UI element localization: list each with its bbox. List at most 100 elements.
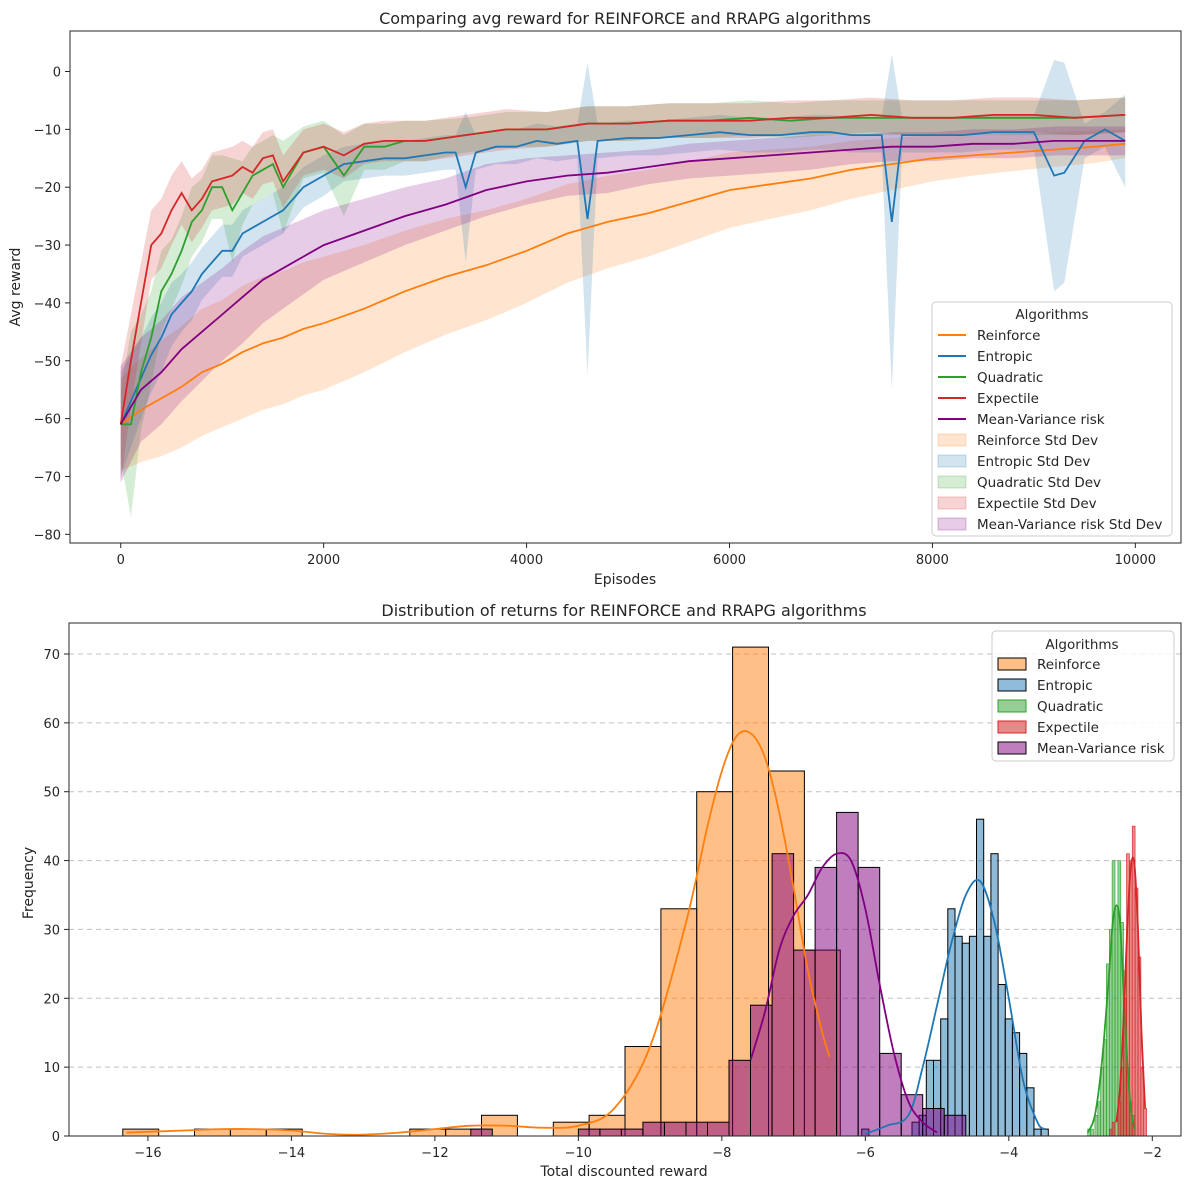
y-tick-label: 30 — [43, 923, 60, 938]
hist-bar-entropic — [1040, 1128, 1049, 1137]
hist-bar-mean_variance — [620, 1128, 644, 1137]
legend-band-swatch — [937, 454, 967, 468]
kde-curves — [126, 730, 1146, 1136]
legend-label: Expectile Std Dev — [977, 496, 1097, 512]
y-axis-ticks: 0 −10 −20 −30 −40 −50 −60 −70 −80 — [34, 65, 70, 543]
hist-bar-mean_variance — [685, 1121, 708, 1137]
hist-bar-entropic — [997, 984, 1006, 1137]
hist-bar-entropic — [954, 935, 963, 1137]
hist-bar-mean_variance — [900, 1094, 924, 1137]
hist-bar-expectile — [1111, 1121, 1116, 1137]
legend: Algorithms Reinforce Entropic Quadratic Exp… — [931, 301, 1173, 537]
y-tick-label: −80 — [34, 528, 61, 543]
hist-bar-quadratic — [1097, 1101, 1102, 1137]
y-tick-label: 60 — [43, 717, 60, 732]
hist-bar-entropic — [1011, 1032, 1021, 1137]
mean-line-mean_variance — [119, 139, 1126, 425]
legend-label: Reinforce Std Dev — [977, 433, 1098, 449]
kde-curve-mean_variance — [749, 852, 938, 1134]
mean-line-entropic — [119, 128, 1126, 425]
x-tick-label: −4 — [999, 1146, 1018, 1161]
y-tick-label: −70 — [34, 470, 61, 485]
x-axis-label: Episodes — [594, 572, 656, 588]
x-tick-label: −6 — [856, 1146, 875, 1161]
legend-swatch — [997, 699, 1027, 713]
y-tick-label: 0 — [53, 65, 61, 80]
mean-line-reinforce — [120, 142, 1126, 426]
hist-bar-mean_variance — [599, 1128, 622, 1137]
legend-band-swatch — [937, 433, 967, 447]
x-axis-label: Total discounted reward — [539, 1164, 707, 1180]
hist-bar-mean_variance — [857, 866, 881, 1137]
x-axis-ticks: −16 −14 −12 −10 −8 −6 −4 −2 — [134, 1136, 1162, 1161]
y-tick-label: −50 — [34, 355, 61, 370]
x-tick-label: 4000 — [510, 553, 543, 568]
x-tick-label: −14 — [278, 1146, 305, 1161]
x-tick-label: −10 — [565, 1146, 592, 1161]
x-tick-label: 8000 — [916, 553, 949, 568]
x-tick-label: −2 — [1143, 1146, 1162, 1161]
x-axis-ticks: 0 2000 4000 6000 8000 10000 — [117, 543, 1156, 568]
legend-label: Quadratic — [977, 370, 1043, 386]
y-tick-label: 50 — [43, 786, 60, 801]
legend-label: Quadratic — [1037, 699, 1103, 715]
legend-label: Entropic — [1037, 678, 1093, 694]
hist-bar-entropic — [990, 853, 999, 1137]
hist-bar-mean_variance — [836, 811, 859, 1137]
legend-box — [931, 301, 1173, 537]
hist-bar-mean_variance — [577, 1128, 601, 1137]
legend-label: Expectile — [1037, 720, 1099, 736]
hist-bar-mean_variance — [728, 1059, 751, 1137]
legend-swatch — [997, 678, 1027, 692]
y-tick-label: 10 — [43, 1061, 60, 1076]
hist-bar-entropic — [1033, 1128, 1042, 1137]
y-axis-label: Avg reward — [8, 248, 24, 327]
std-band-mean_variance — [120, 126, 1126, 483]
y-tick-label: −40 — [34, 297, 61, 312]
hist-bar-reinforce — [696, 791, 734, 1137]
hist-bar-mean_variance — [470, 1128, 493, 1137]
y-axis-ticks: 0 10 20 30 40 50 60 70 — [43, 648, 69, 1145]
kde-curve-reinforce — [126, 730, 831, 1136]
legend-box — [991, 630, 1175, 762]
hist-bar-quadratic — [1090, 1128, 1094, 1137]
hist-bar-expectile — [1143, 1108, 1147, 1137]
mean-line-expectile — [119, 113, 1126, 425]
hist-bar-entropic — [968, 935, 978, 1137]
hist-bar-mean_variance — [642, 1121, 665, 1137]
y-tick-label: −30 — [34, 239, 61, 254]
legend-swatch — [997, 657, 1027, 671]
hist-bar-mean_variance — [771, 853, 795, 1137]
x-tick-label: −16 — [134, 1146, 161, 1161]
hist-bar-mean_variance — [922, 1108, 945, 1137]
kde-curve-entropic — [864, 879, 1046, 1135]
x-tick-label: 6000 — [713, 553, 746, 568]
hist-bar-expectile — [1109, 1128, 1113, 1137]
kde-curve-expectile — [1115, 856, 1146, 1123]
y-tick-label: −60 — [34, 413, 61, 428]
legend-band-swatch — [937, 517, 967, 531]
hist-bar-quadratic — [1111, 860, 1116, 1137]
legend-label: Expectile — [977, 391, 1039, 407]
y-axis-label: Frequency — [21, 847, 37, 919]
x-tick-label: −8 — [712, 1146, 731, 1161]
legend: Algorithms Reinforce Entropic Quadratic Exp… — [991, 630, 1175, 762]
kde-curve-quadratic — [1086, 904, 1136, 1134]
hist-bar-entropic — [961, 942, 970, 1137]
mean-lines — [119, 113, 1126, 426]
legend-title: Algorithms — [1045, 637, 1118, 653]
line-chart: 0 2000 4000 6000 8000 10000 0 −10 −20 −30 −40 −50 −… — [8, 9, 1182, 588]
y-tick-label: −10 — [34, 123, 61, 138]
legend-title: Algorithms — [1015, 307, 1088, 323]
legend-label: Quadratic Std Dev — [977, 475, 1101, 491]
chart-title: Comparing avg reward for REINFORCE and R… — [379, 9, 871, 28]
legend-swatch — [997, 720, 1027, 734]
legend-label: Reinforce — [977, 328, 1040, 344]
legend-swatch — [997, 741, 1027, 755]
legend-label: Mean-Variance risk — [1037, 741, 1165, 757]
hist-bar-quadratic — [1103, 1039, 1107, 1137]
legend-label: Entropic — [977, 349, 1033, 365]
legend-label: Entropic Std Dev — [977, 454, 1090, 470]
hist-bar-mean_variance — [814, 866, 838, 1137]
